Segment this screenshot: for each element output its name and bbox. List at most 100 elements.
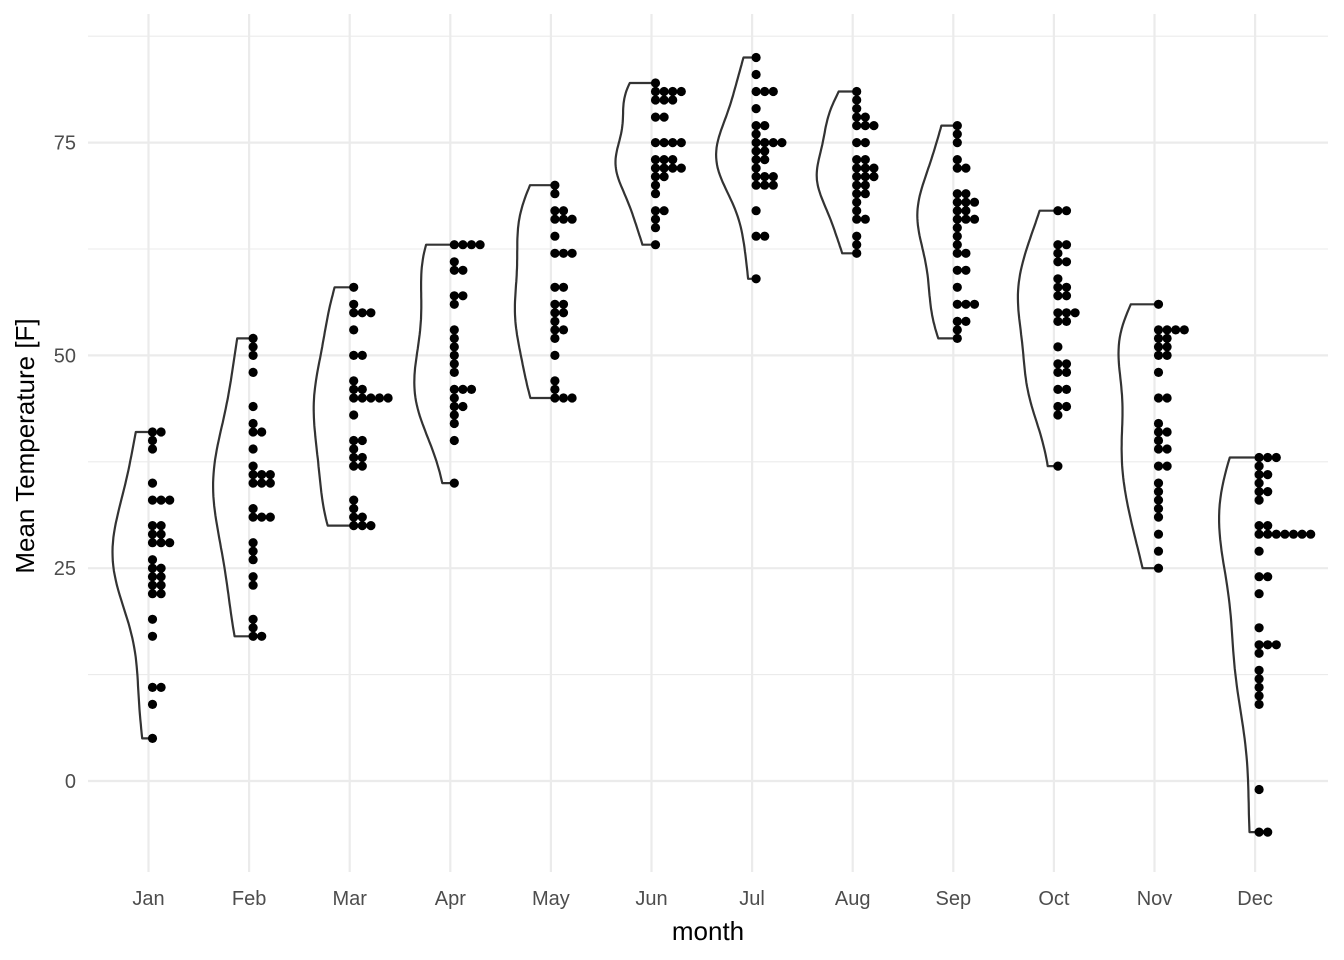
data-point: [248, 461, 258, 471]
data-point: [650, 163, 661, 173]
data-point: [349, 325, 359, 335]
data-point: [248, 538, 258, 548]
data-point: [650, 172, 661, 182]
data-point: [852, 163, 862, 173]
data-point: [1153, 444, 1164, 454]
data-point: [1271, 640, 1281, 650]
data-point: [1061, 384, 1072, 394]
data-point: [248, 444, 258, 454]
data-point: [1153, 435, 1164, 446]
data-point: [1171, 325, 1181, 335]
data-point: [558, 308, 569, 318]
data-point: [349, 299, 359, 309]
data-point: [650, 78, 661, 88]
data-point: [1153, 504, 1164, 514]
data-point: [357, 461, 367, 471]
data-point: [650, 86, 661, 97]
data-point: [550, 248, 560, 258]
data-point: [1162, 393, 1172, 403]
data-point: [1053, 384, 1063, 394]
y-axis-ticks: 0 25 50 75: [54, 133, 76, 793]
data-point: [650, 155, 661, 165]
data-point: [558, 282, 569, 292]
data-point: [349, 461, 359, 471]
data-point: [449, 333, 459, 343]
data-point: [156, 529, 166, 539]
data-point: [1254, 589, 1264, 599]
data-point: [751, 163, 761, 173]
data-point: [374, 393, 385, 403]
data-point: [952, 129, 962, 139]
data-point: [760, 172, 770, 182]
data-point: [1153, 478, 1164, 488]
data-point: [449, 393, 459, 403]
data-point: [366, 308, 376, 318]
grid: [88, 14, 1328, 872]
data-point: [147, 733, 158, 744]
data-point: [550, 180, 560, 190]
data-point: [676, 138, 686, 148]
data-point: [961, 206, 971, 216]
data-point: [751, 129, 761, 139]
data-point: [952, 163, 962, 173]
data-point: [156, 580, 166, 590]
data-point: [466, 240, 477, 250]
data-point: [1070, 308, 1080, 318]
data-point: [869, 172, 879, 182]
data-point: [567, 248, 577, 258]
violins: [111, 56, 1256, 834]
data-point: [751, 69, 761, 80]
data-point: [1061, 206, 1072, 216]
data-point: [349, 282, 359, 292]
data-point: [650, 138, 661, 148]
data-point: [1263, 827, 1273, 837]
data-point: [1153, 563, 1164, 573]
data-point: [147, 478, 158, 488]
data-point: [1254, 640, 1264, 650]
data-point: [650, 214, 661, 224]
data-point: [458, 384, 468, 394]
data-point: [558, 206, 569, 216]
data-point: [969, 299, 980, 309]
data-point: [952, 325, 962, 335]
data-point: [1053, 461, 1063, 471]
x-tick-label: Sep: [936, 888, 972, 910]
data-point: [760, 146, 770, 156]
data-point: [1053, 410, 1063, 420]
data-point: [248, 580, 258, 590]
data-point: [860, 172, 870, 182]
data-point: [357, 521, 367, 531]
data-point: [952, 265, 962, 275]
data-point: [1254, 674, 1264, 684]
data-point: [852, 172, 862, 182]
violin-feb: [212, 337, 250, 638]
data-point: [952, 248, 962, 258]
data-point: [1280, 529, 1290, 539]
data-point: [668, 138, 678, 148]
data-point: [1254, 682, 1264, 693]
data-point: [1153, 342, 1164, 352]
x-axis-title: month: [672, 916, 744, 946]
data-point: [952, 231, 962, 241]
data-point: [156, 682, 166, 693]
data-point: [265, 512, 275, 522]
data-point: [449, 265, 459, 275]
data-point: [248, 631, 258, 641]
data-point: [969, 197, 980, 207]
data-point: [147, 614, 158, 624]
data-point: [257, 478, 267, 488]
data-point: [550, 231, 560, 241]
data-point: [952, 155, 962, 165]
data-point: [357, 512, 367, 522]
data-point: [852, 231, 862, 241]
data-point: [449, 401, 459, 412]
data-point: [383, 393, 393, 403]
data-point: [751, 104, 761, 114]
data-point: [567, 393, 577, 403]
violin-aug: [815, 90, 853, 255]
data-point: [961, 316, 971, 326]
data-point: [751, 180, 761, 190]
data-point: [1162, 461, 1172, 471]
data-point: [550, 316, 560, 326]
data-point: [248, 572, 258, 582]
